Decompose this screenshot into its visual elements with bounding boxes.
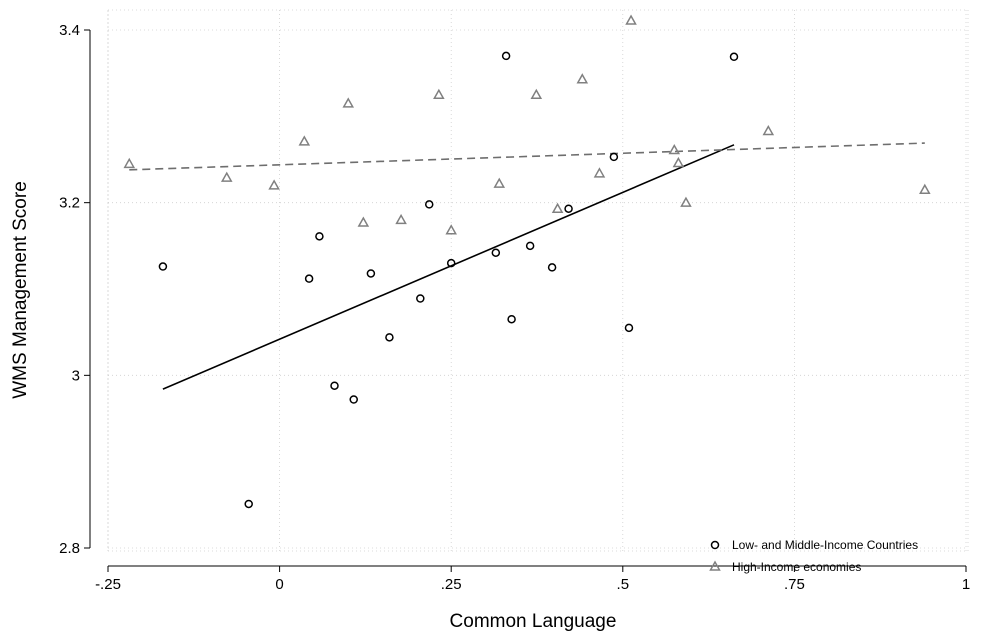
data-point-triangle — [593, 167, 606, 178]
data-point-circle — [349, 395, 358, 404]
data-point-circle — [624, 323, 634, 333]
data-point-triangle — [493, 177, 506, 188]
data-point-triangle — [625, 14, 637, 25]
data-point-circle — [158, 262, 168, 271]
series-low-middle-income — [158, 51, 739, 509]
data-point-triangle — [530, 88, 543, 99]
data-point-triangle — [433, 88, 445, 99]
data-point-triangle — [395, 213, 407, 225]
data-point-circle — [547, 263, 557, 272]
data-point-triangle — [123, 157, 136, 169]
data-point-triangle — [762, 124, 775, 136]
legend-triangle-marker — [709, 560, 721, 571]
data-point-triangle — [672, 156, 685, 168]
data-point-circle — [366, 269, 376, 278]
data-point-triangle — [551, 202, 564, 213]
data-point-triangle — [576, 73, 589, 84]
y-tick-label: 2.8 — [59, 540, 80, 557]
axes: 2.8 3 3.2 3.4 -.25 0 .25 .5 .75 1 — [59, 22, 970, 593]
data-point-triangle — [680, 196, 692, 207]
plot-border — [107, 9, 969, 552]
legend-item-high-income: High-Income economies — [709, 560, 861, 574]
data-point-circle — [501, 51, 511, 61]
legend-item-low-middle-income: Low- and Middle-Income Countries — [710, 538, 918, 552]
data-point-circle — [424, 200, 434, 209]
fit-line-low-middle-income — [162, 144, 735, 390]
data-point-triangle — [357, 216, 370, 227]
data-point-circle — [385, 333, 394, 342]
data-point-circle — [315, 232, 324, 241]
data-point-circle — [304, 274, 314, 283]
data-point-circle — [609, 152, 619, 162]
legend-circle-marker — [710, 540, 720, 550]
data-point-triangle — [445, 224, 457, 235]
x-tick-label: 1 — [962, 576, 970, 593]
y-tick-label: 3 — [72, 367, 80, 384]
x-tick-label: .5 — [617, 576, 630, 593]
plot-area — [107, 9, 969, 552]
data-point-circle — [330, 381, 339, 390]
x-tick-label: .75 — [784, 576, 805, 593]
data-point-circle — [564, 204, 573, 213]
data-point-triangle — [298, 135, 311, 146]
x-tick-label: 0 — [275, 576, 283, 593]
legend-label: High-Income economies — [732, 560, 861, 574]
fit-line-high-income — [129, 142, 925, 171]
data-point-circle — [729, 52, 739, 62]
y-axis-title: WMS Management Score — [10, 181, 31, 399]
data-point-circle — [491, 248, 501, 257]
data-point-circle — [416, 294, 425, 303]
legend-label: Low- and Middle-Income Countries — [732, 538, 918, 552]
x-axis-title: Common Language — [450, 611, 617, 632]
series-high-income — [123, 14, 931, 235]
data-point-triangle — [220, 171, 233, 182]
legend: Low- and Middle-Income Countries High-In… — [709, 538, 918, 574]
data-point-circle — [507, 314, 516, 324]
data-point-triangle — [342, 97, 355, 108]
data-point-circle — [525, 241, 535, 251]
data-point-circle — [244, 499, 253, 509]
y-tick-label: 3.4 — [59, 22, 80, 39]
fit-lines — [129, 142, 925, 390]
gridlines — [107, 10, 968, 551]
x-tick-label: .25 — [441, 576, 462, 593]
data-point-triangle — [268, 179, 280, 190]
data-point-triangle — [919, 183, 931, 194]
x-tick-label: -.25 — [95, 576, 121, 593]
data-point-circle — [446, 258, 456, 268]
y-tick-label: 3.2 — [59, 195, 80, 212]
data-points — [123, 14, 931, 509]
data-point-triangle — [668, 143, 681, 155]
